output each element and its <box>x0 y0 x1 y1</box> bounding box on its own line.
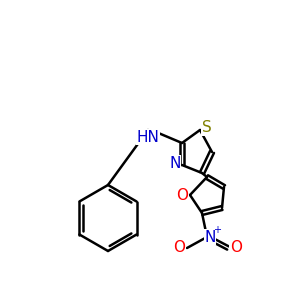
Text: N: N <box>169 155 181 170</box>
Text: +: + <box>213 225 221 235</box>
Text: O: O <box>173 241 185 256</box>
Text: HN: HN <box>136 130 159 145</box>
Text: S: S <box>202 121 212 136</box>
Text: O: O <box>176 188 188 202</box>
Text: N: N <box>204 230 216 244</box>
Text: O: O <box>230 241 242 256</box>
